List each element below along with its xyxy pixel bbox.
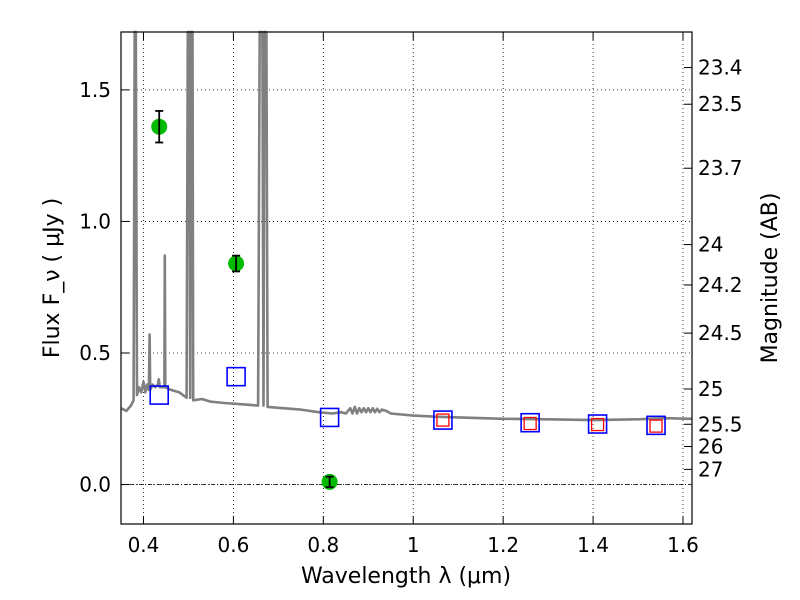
y-axis-label: Flux F_ν ( μJy ) <box>40 198 65 358</box>
x-tick-label: 1.2 <box>487 533 519 557</box>
y-tick-label: 0.5 <box>79 341 111 365</box>
mag-tick-label: 25 <box>698 377 723 401</box>
blue-square-marker <box>226 366 246 387</box>
y-tick-label: 0.0 <box>79 473 111 497</box>
mag-tick-label: 25.5 <box>698 412 743 436</box>
blue-square-marker <box>149 385 170 405</box>
grid <box>121 32 692 524</box>
ticks-layer: 0.4 0.6 0.8 1 1.2 1.4 1.6 0.0 0.5 1.0 1.5 23.4 23.5 2… <box>79 32 743 557</box>
blue-square-marker <box>646 415 666 436</box>
x-tick-label: 0.6 <box>217 533 249 557</box>
x-tick-label: 0.8 <box>307 533 339 557</box>
mag-tick-label: 27 <box>698 457 723 481</box>
mag-tick-label: 23.7 <box>698 156 743 180</box>
x-tick-label: 1 <box>407 533 420 557</box>
red-square-marker <box>436 413 450 427</box>
right-axis-label: Magnitude (AB) <box>758 193 783 364</box>
plot-frame <box>120 31 693 525</box>
red-square-marker <box>523 416 537 431</box>
y-tick-label: 1.5 <box>79 78 111 102</box>
mag-tick-label: 26 <box>698 435 723 459</box>
y-tick-label: 1.0 <box>79 209 111 233</box>
blue-square-marker <box>520 412 540 433</box>
x-tick-label: 0.4 <box>128 533 160 557</box>
mag-tick-label: 24.2 <box>698 273 743 297</box>
blue-square-marker <box>587 414 608 434</box>
x-axis-label: Wavelength λ (μm) <box>301 564 511 589</box>
x-tick-label: 1.6 <box>667 533 699 557</box>
red-square-marker <box>649 419 663 433</box>
mag-tick-label: 23.5 <box>698 92 743 116</box>
red-square-marker <box>590 417 605 432</box>
mag-tick-label: 23.4 <box>698 56 743 80</box>
markers-layer <box>149 110 666 490</box>
blue-square-marker <box>433 410 453 430</box>
sed-curve-layer <box>120 30 693 422</box>
x-tick-label: 1.4 <box>577 533 609 557</box>
blue-square-marker <box>319 407 340 428</box>
sed-model-curve <box>120 30 693 422</box>
mag-tick-label: 24.5 <box>698 321 743 345</box>
mag-tick-label: 24 <box>698 233 723 257</box>
